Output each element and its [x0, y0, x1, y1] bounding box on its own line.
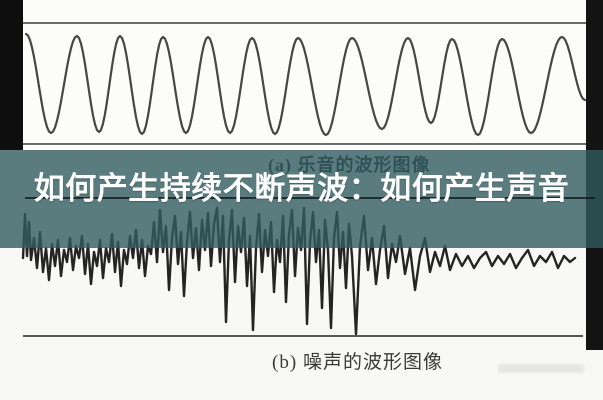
tone-box-top-line: [23, 22, 586, 24]
left-black-bar: [0, 0, 23, 150]
banner-title: 如何产生持续不断声波：如何产生声音: [33, 171, 570, 206]
tone-figure-background: [0, 0, 603, 150]
tone-box-bottom-line: [23, 143, 586, 145]
noise-baseline: [23, 335, 583, 337]
banner-underline: [25, 197, 595, 199]
noise-figure-caption: (b) 噪声的波形图像: [272, 352, 443, 373]
scan-smudge: [498, 364, 584, 373]
title-banner: 如何产生持续不断声波：如何产生声音: [0, 150, 603, 248]
